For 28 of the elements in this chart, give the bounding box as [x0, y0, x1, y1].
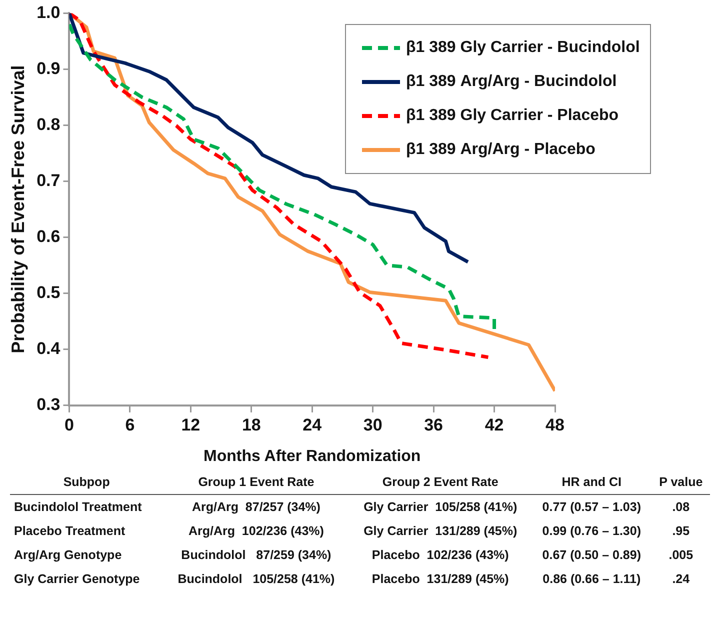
x-tick-label: 0	[64, 415, 74, 434]
y-tick-label: 0.4	[36, 339, 61, 358]
legend-label: β1 389 Arg/Arg - Bucindolol	[406, 73, 617, 91]
legend-label: β1 389 Gly Carrier - Bucindolol	[406, 39, 640, 57]
x-tick-label: 30	[363, 415, 382, 434]
y-tick-label: 1.0	[36, 2, 60, 22]
x-tick-label: 6	[125, 415, 135, 434]
text: Gly Carrier Genotype Bucindolol 105/258 (41%) Placebo 131/289 (45%) 0.86 (0.66 – 1.11) .24	[14, 572, 690, 586]
y-tick-label: 0.5	[36, 283, 60, 302]
x-tick-label: 24	[302, 415, 322, 434]
x-tick-label: 42	[484, 415, 504, 434]
x-axis-title: Months After Randomization	[204, 448, 421, 465]
x-tick-label: 12	[181, 415, 200, 434]
text: Placebo Treatment Arg/Arg 102/236 (43%) Gly Carrier 131/289 (45%) 0.99 (0.76 – 1.30) .95	[14, 524, 690, 538]
y-axis-title: Probability of Event-Free Survival	[8, 65, 28, 354]
text: Bucindolol Treatment Arg/Arg 87/257 (34%) Gly Carrier 105/258 (41%) 0.77 (0.57 – 1.03) .08	[14, 500, 690, 514]
y-tick-label: 0.7	[36, 170, 60, 190]
y-tick-label: 0.8	[36, 114, 60, 134]
text: Subpop Group 1 Event Rate Group 2 Event Rate HR and CI P value	[63, 475, 703, 489]
legend-label: β1 389 Arg/Arg - Placebo	[406, 141, 596, 159]
y-tick-label: 0.3	[36, 395, 60, 414]
x-tick-label: 36	[424, 415, 444, 434]
legend-label: β1 389 Gly Carrier - Placebo	[406, 107, 619, 125]
x-tick-label: 18	[242, 415, 261, 434]
y-tick-label: 0.6	[36, 227, 60, 246]
x-tick-label: 48	[546, 415, 564, 434]
text: Arg/Arg Genotype Bucindolol 87/259 (34%) Placebo 102/236 (43%) 0.67 (0.50 – 0.89) .005	[14, 548, 694, 562]
y-tick-label: 0.9	[36, 58, 60, 78]
